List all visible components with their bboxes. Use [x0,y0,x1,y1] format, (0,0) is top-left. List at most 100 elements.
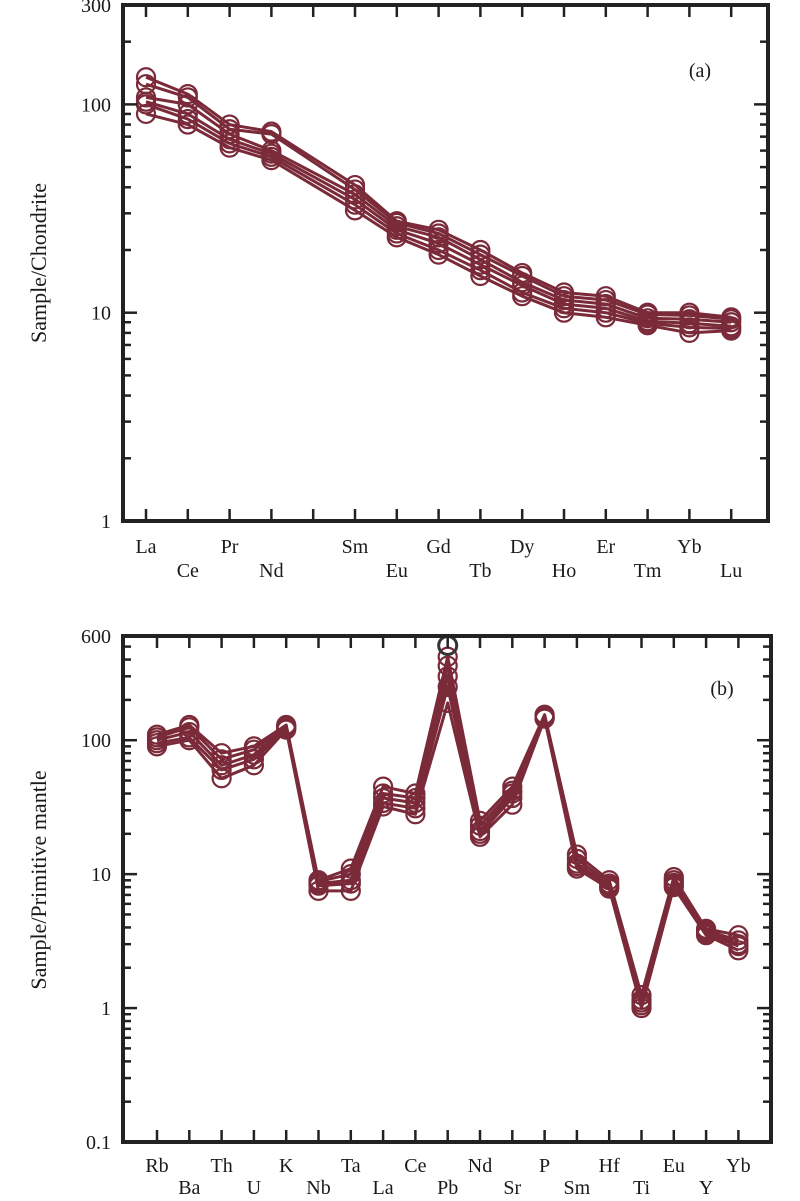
panel-a-line-series-2 [145,82,732,321]
panel-a-x-tick-label-eu: Eu [386,560,408,582]
panel-b-point-ta-s1 [340,858,361,879]
panel-a-x-tick-label-yb: Yb [677,536,701,558]
panel-b-point-yb-s1 [728,925,749,946]
panel-b-y-axis-label: Sample/Primitive mantle [26,770,51,989]
panel-b-point-ce-s2 [405,787,426,809]
panel-b-point-yb-s5 [728,940,749,961]
panel-b-point-y-s5 [695,925,717,946]
panel-a-point-sm-s2 [344,179,366,200]
panel-a-point-yb-s6 [679,322,700,343]
panel-b-x-tick-label-ti: Ti [633,1177,651,1196]
panel-b-point-th-s1 [211,743,232,764]
panel-b-x-tick-label-hf: Hf [599,1155,620,1177]
panel-b-point-sr-s5 [502,794,523,815]
panel-b-x-tick-label-pb: Pb [437,1177,458,1196]
panel-a-point-ce-s6 [177,114,198,135]
panel-b-x-tick-label-la: La [373,1177,394,1196]
panel-b-x-tick-label-yb: Yb [726,1155,750,1177]
panel-b-x-tick-labels: Rb Ba Th UK Nb Ta La Ce Pb Nd Sr P Sm Hf Ti Eu Y Yb [145,1155,750,1199]
panel-b-line-series-3 [156,674,739,1004]
panel-b-x-tick-label-th: Th [210,1155,232,1177]
panel-a-ticks [123,3,768,523]
panel-b-point-ti-s5 [631,997,652,1019]
panel-a-x-tick-label-la: La [135,536,156,558]
panel-b-x-tick-label-sr: Sr [503,1177,521,1196]
panel-a-point-la-s1 [135,67,157,88]
panel-b-point-ba-s5 [179,730,200,751]
panel-b-point-sr-s4 [502,787,523,809]
panel-b-x-tick-label-ta: Ta [341,1155,361,1177]
panel-b-markers [146,634,749,1019]
panel-a-point-eu-s6 [386,227,407,248]
panel-b-point-ba-s2 [179,717,200,738]
panel-a-x-tick-label-tb: Tb [469,560,491,582]
panel-b-point-ce-s3 [405,792,426,814]
panel-a-point-er-s5 [595,302,616,323]
panel-a-point-gd-s4 [428,233,449,254]
panel-b-point-rb-s5 [146,736,168,757]
panel-a-point-gd-s5 [428,239,449,261]
panel-b-y-tick-label: 1 [101,998,111,1020]
panel-a-point-tb-s6 [470,265,491,287]
panel-b-x-tick-label-ba: Ba [178,1177,200,1196]
panel-a-point-tb-s5 [470,260,491,281]
panel-b-point-u-s4 [243,749,264,770]
panel-b-point-pb-s4 [437,676,458,698]
panel-b-point-ta-s2 [340,864,361,885]
panel-a-point-dy-s2 [512,265,533,287]
panel-b-point-pb-s5 [437,692,458,713]
panel-b-point-k-s5 [276,719,297,740]
panel-b-x-tick-label-p: P [539,1155,550,1177]
panel-a-point-ce-s4 [177,103,198,125]
panel-b-point-nd-s5 [469,826,491,847]
panel-a-point-sm-s4 [344,189,366,210]
panel-a-y-axis-label: Sample/Chondrite [26,183,51,343]
panel-a-markers [135,67,742,343]
panel-b-point-th-s5 [211,768,232,789]
panel-a-point-dy-s4 [512,275,533,296]
panel-b-x-tick-label-eu: Eu [663,1155,685,1177]
panel-a-point-ce-s3 [177,94,198,115]
panel-a-point-yb-s5 [679,317,700,338]
panel-b-point-p-s5 [534,708,555,729]
panel-b-point-sm-s5 [566,858,588,879]
panel-b-x-tick-label-y: Y [699,1177,713,1196]
panel-b-x-tick-label-sm: Sm [564,1177,591,1196]
panel-a-point-tb-s4 [470,254,491,275]
panel-b-ticks [123,634,771,1144]
panel-b-y-tick-labels: 0.1 1 10 100 600 [81,626,111,1154]
panel-b-x-tick-label-nb: Nb [306,1177,330,1196]
panel-b-x-tick-label-nd: Nd [468,1155,492,1177]
panel-a-point-sm-s6 [344,200,366,221]
panel-b-point-ta-s5 [340,880,361,901]
panel-a-line-series-1 [145,75,732,319]
panel-b-point-hf-s5 [599,878,620,899]
panel-a-point-sm-s3 [344,184,366,205]
panel-b-y-tick-label: 10 [91,864,111,886]
panel-a-point-tb-s1 [470,239,491,261]
panel-a-frame [121,3,770,523]
panel-b-point-u-s2 [243,739,264,760]
panel-b-y-tick-label: 100 [81,730,111,752]
panel-a-y-tick-label: 300 [81,0,111,17]
panel-b-point-nb-s4 [308,875,329,896]
panel-b-y-tick-label: 0.1 [86,1132,111,1154]
panel-b-line-series-2 [156,664,739,1002]
panel-a-label: (a) [689,60,711,82]
panel-b-label: (b) [710,678,733,700]
panel-a-point-pr-s3 [219,124,240,145]
panel-a-point-ho-s6 [553,302,575,323]
panel-a-point-nd-s6 [261,150,282,171]
panel-a-x-tick-label-pr: Pr [221,536,239,558]
panel-a-point-er-s6 [595,307,616,328]
panel-a-x-tick-label-ce: Ce [177,560,199,582]
panel-a-x-tick-label-lu: Lu [720,560,742,582]
panel-b-x-tick-label-ce: Ce [404,1155,426,1177]
panel-b-point-ce-s5 [405,804,426,825]
panel-b-point-la-s1 [373,776,394,797]
panel-b-point-la-s3 [373,787,394,809]
panel-b-point-ce-s4 [405,798,426,819]
panel-a-y-tick-labels: 1 10 100 300 [81,0,111,533]
chart-panel-a: 1 10 100 300 La Ce Pr Nd Sm Eu Gd Tb Dy Ho Er Tm Yb Lu (… [26,0,770,582]
